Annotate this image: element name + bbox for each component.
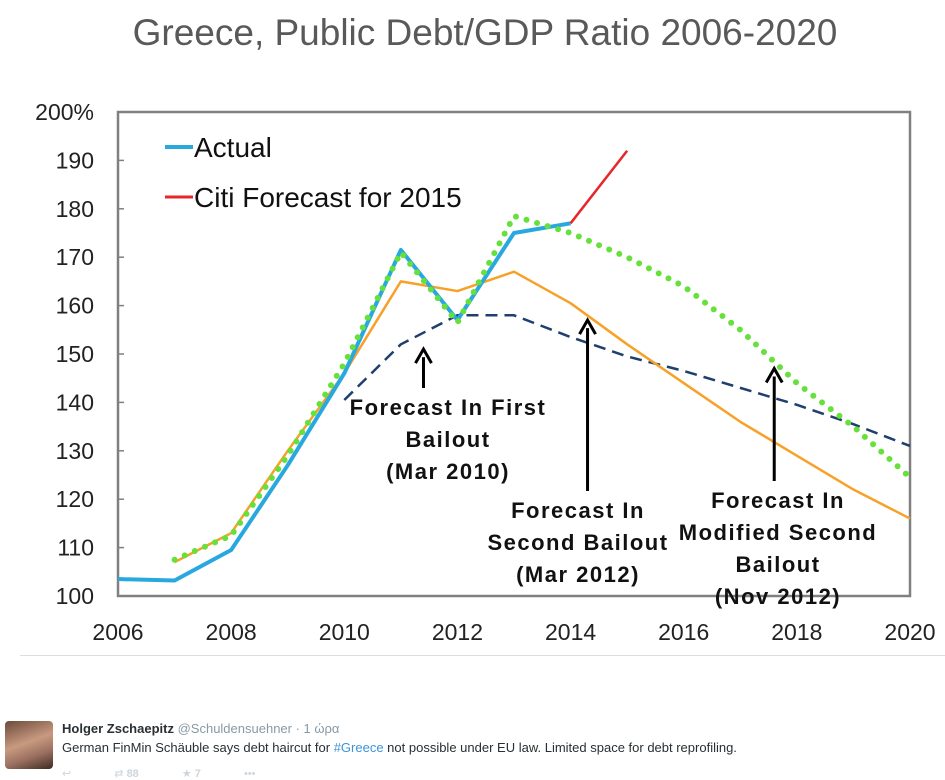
annotation-text: Modified Second <box>679 520 878 545</box>
favorite-button[interactable]: ★ 7 <box>181 768 201 780</box>
arrow-head-icon <box>414 346 433 364</box>
series-line-1 <box>569 149 629 225</box>
tweet-text: German FinMin Schäuble says debt haircut… <box>62 740 737 755</box>
legend-label: Citi Forecast for 2015 <box>194 182 462 213</box>
tweet-handle[interactable]: @Schuldensuehner <box>177 721 292 736</box>
tweet-text-after: not possible under EU law. Limited space… <box>383 740 737 755</box>
plot-frame <box>116 110 912 598</box>
tweet-author-name[interactable]: Holger Zschaepitz <box>62 721 174 736</box>
x-tick-label: 2014 <box>545 619 596 645</box>
y-tick-label: 100 <box>56 583 94 609</box>
annotation-text: Forecast In <box>511 498 645 523</box>
tweet-time[interactable]: · 1 ώρα <box>295 721 340 736</box>
series-line-2 <box>343 314 911 448</box>
legend-label: Actual <box>194 132 272 163</box>
x-tick-label: 2012 <box>432 619 483 645</box>
series-line-3 <box>174 270 911 564</box>
chart-title: Greece, Public Debt/GDP Ratio 2006-2020 <box>132 12 838 53</box>
y-tick-label: 110 <box>57 535 94 561</box>
annotation-text: Bailout <box>735 552 820 577</box>
hashtag-link[interactable]: #Greece <box>333 740 384 755</box>
annotation-text: (Mar 2012) <box>516 562 640 587</box>
series-line-0 <box>117 221 571 583</box>
annotation-text: Second Bailout <box>487 530 668 555</box>
y-tick-label: 120 <box>56 486 94 512</box>
x-tick-label: 2016 <box>658 619 709 645</box>
arrow-head-icon <box>578 317 597 335</box>
retweet-button[interactable]: ⇄ 88 <box>114 768 139 780</box>
annotation-text: Bailout <box>405 427 490 452</box>
y-tick-label: 130 <box>56 438 94 464</box>
y-tick-label: 150 <box>56 341 94 367</box>
y-tick-label: 140 <box>56 389 94 415</box>
annotation-text: Forecast In <box>711 488 845 513</box>
tweet-text-before: German FinMin Schäuble says debt haircut… <box>62 740 334 755</box>
favorite-count: 7 <box>194 768 201 780</box>
more-icon[interactable]: ••• <box>243 768 256 780</box>
series-line-4 <box>171 213 913 563</box>
y-tick-label: 180 <box>56 196 94 222</box>
x-tick-label: 2010 <box>319 619 370 645</box>
annotation-text: Forecast In First <box>350 395 547 420</box>
divider <box>20 655 945 656</box>
x-tick-label: 2006 <box>92 619 143 645</box>
arrow-head-icon <box>764 365 784 384</box>
reply-icon[interactable]: ↩ <box>62 768 72 780</box>
y-tick-label: 200% <box>35 99 94 125</box>
avatar[interactable] <box>5 721 53 769</box>
annotation-text: (Mar 2010) <box>386 459 510 484</box>
x-tick-label: 2018 <box>771 619 822 645</box>
x-tick-label: 2020 <box>884 619 935 645</box>
annotation-text: (Nov 2012) <box>715 584 841 609</box>
y-tick-label: 170 <box>56 244 94 270</box>
retweet-count: 88 <box>126 768 139 780</box>
y-tick-label: 160 <box>56 293 94 319</box>
x-tick-label: 2008 <box>206 619 257 645</box>
debt-chart: 100 110 120 130 140 150 160 170 180 190 200% 2006 20… <box>35 99 935 645</box>
y-tick-label: 190 <box>56 147 94 173</box>
